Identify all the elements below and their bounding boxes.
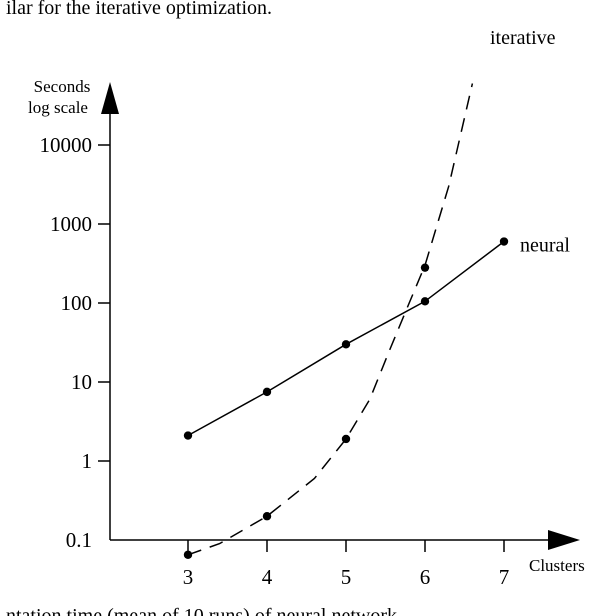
series-label-iterative: iterative [490,27,556,49]
data-point-neural [499,237,509,246]
y-tick-label: 0.1 [66,528,92,552]
data-point-iterative [341,434,351,444]
y-tick-label: 1 [82,449,93,473]
x-tick-label: 7 [499,565,510,589]
data-point-iterative [262,512,272,521]
y-tick-label: 10000 [40,133,93,157]
points-layer [183,237,509,559]
data-point-iterative [420,263,430,272]
series-line-iterative [187,83,474,556]
x-axis-arrowhead [548,530,580,550]
y-axis-arrowhead [101,82,119,114]
y-tick-label: 1000 [50,212,92,236]
series-labels: neural iterative [490,27,570,257]
y-tick-label: 10 [71,370,92,394]
caption-bottom: ntation time (mean of 10 runs) of neural… [6,605,397,616]
series-layer [187,83,505,556]
y-axis-label-line1: Seconds [34,77,91,96]
data-point-neural [420,297,430,306]
series-label-neural: neural [520,235,570,257]
y-axis-label-line2: log scale [28,98,88,117]
data-point-neural [341,340,351,349]
x-tick-label: 6 [420,565,431,589]
x-tick-label: 5 [341,565,352,589]
x-axis-label: Clusters [529,556,585,575]
x-tick-label: 4 [262,565,273,589]
data-point-neural [262,387,272,397]
data-point-iterative [183,550,193,559]
x-tick-label: 3 [183,565,194,589]
caption-top: ilar for the iterative optimization. [6,0,272,19]
series-line-neural [187,240,505,437]
data-point-neural [183,431,193,440]
y-ticks: 0.1 1 10 100 1000 10000 [40,133,110,552]
x-ticks: 3 4 5 6 7 [183,540,510,589]
y-tick-label: 100 [61,291,93,315]
